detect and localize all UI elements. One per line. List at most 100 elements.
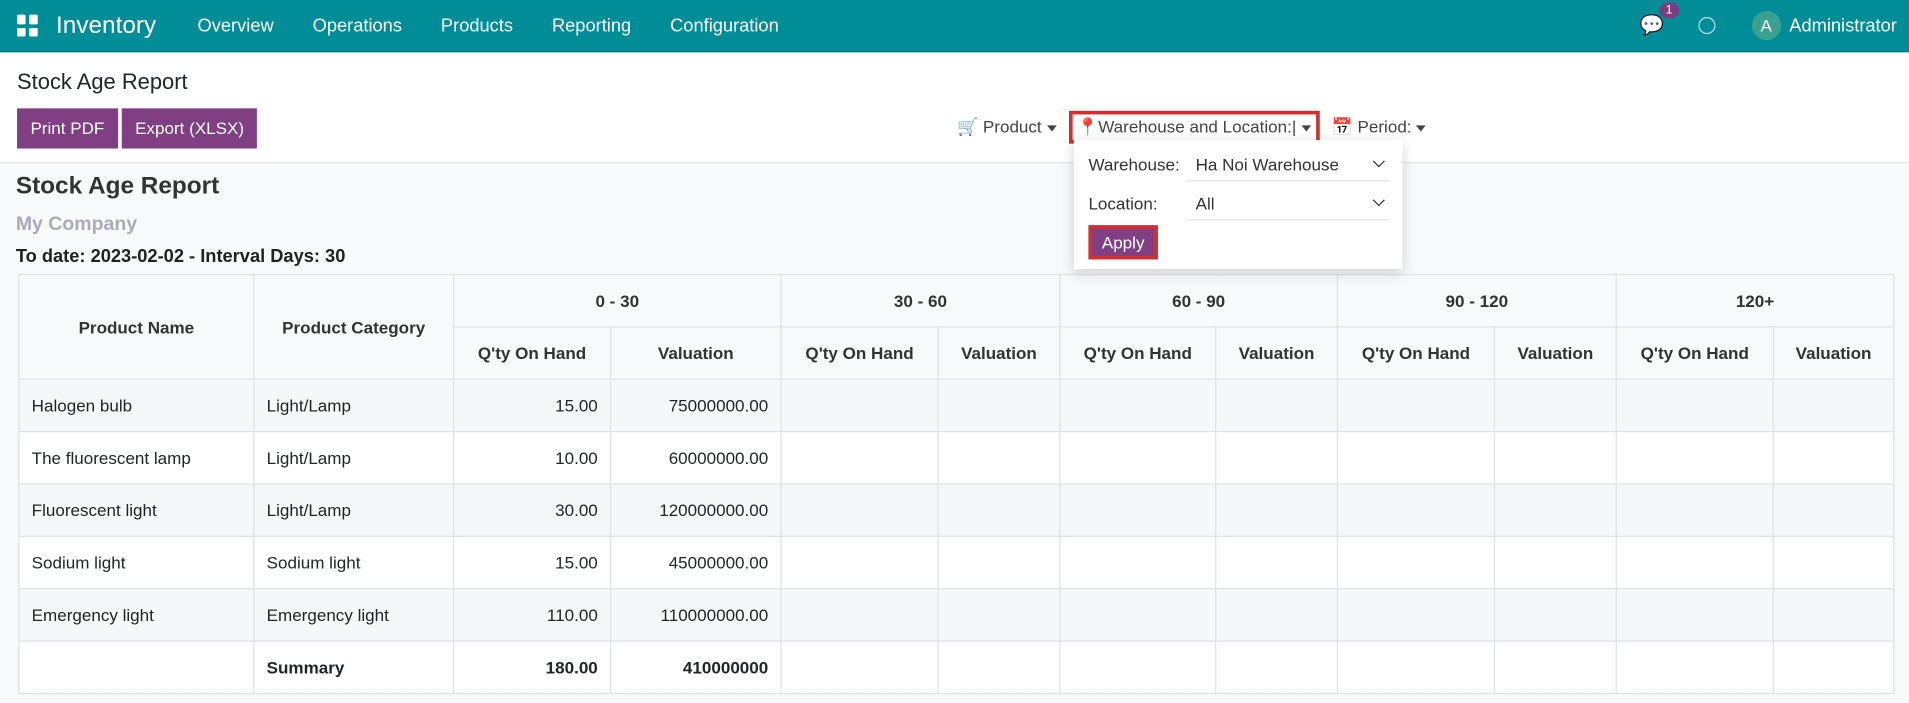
cell-empty [780, 378, 939, 433]
cell-empty [1059, 640, 1217, 694]
activity-clock-icon[interactable] [1697, 17, 1716, 35]
cell-empty [1215, 378, 1339, 433]
cell-empty [1772, 378, 1895, 433]
cell-valuation: 75000000.00 [609, 378, 782, 433]
warehouse-location-label: Warehouse and Location: [1098, 116, 1292, 137]
header-valuation: Valuation [1493, 326, 1617, 380]
cell-empty [1336, 535, 1496, 590]
cell-empty [1772, 588, 1895, 642]
cell-empty [1215, 483, 1339, 537]
warehouse-location-filter[interactable]: 📍Warehouse and Location:| [1068, 110, 1320, 144]
cell-empty [780, 588, 939, 642]
cell-empty [1059, 430, 1217, 485]
export-xlsx-button[interactable]: Export (XLSX) [121, 108, 258, 149]
cell-empty [1615, 378, 1774, 433]
app-name[interactable]: Inventory [56, 11, 157, 39]
cell-empty [1336, 640, 1496, 694]
cell-empty [1772, 430, 1895, 485]
location-value: All [1195, 193, 1215, 214]
cell-empty [1059, 535, 1217, 590]
header-qty: Q'ty On Hand [780, 326, 939, 380]
calendar-icon: 📅 [1331, 116, 1353, 137]
header-age-group: 30 - 60 [780, 273, 1061, 328]
table-row: Fluorescent light Light/Lamp 30.00 12000000… [18, 483, 1895, 537]
header-qty: Q'ty On Hand [1336, 326, 1496, 380]
header-valuation: Valuation [1772, 326, 1895, 380]
cell-empty [1493, 483, 1617, 537]
cell-empty [1059, 378, 1217, 433]
header-qty: Q'ty On Hand [1615, 326, 1774, 380]
cell-empty [1615, 430, 1774, 485]
cell-empty [937, 588, 1061, 642]
header-valuation: Valuation [609, 326, 782, 380]
product-filter-label: Product [982, 116, 1042, 137]
user-name[interactable]: Administrator [1789, 15, 1897, 36]
cell-qty: 15.00 [452, 535, 612, 590]
cell-empty [1772, 483, 1895, 537]
cell-empty [1493, 640, 1617, 694]
cell-empty [937, 483, 1061, 537]
report-subtitle: To date: 2023-02-02 - Interval Days: 30 [15, 245, 346, 267]
cell-empty [937, 378, 1061, 433]
cell-category: Emergency light [253, 588, 455, 642]
cell-empty [937, 640, 1061, 694]
report-title: Stock Age Report [15, 172, 220, 200]
cell-empty [1615, 588, 1774, 642]
warehouse-select[interactable]: Ha Noi Warehouse [1185, 147, 1391, 182]
cell-empty [937, 430, 1061, 485]
cell-valuation: 45000000.00 [609, 535, 782, 590]
period-filter[interactable]: 📅 Period: [1332, 117, 1427, 138]
cell-empty [1215, 535, 1339, 590]
cell-empty [1493, 535, 1617, 590]
breadcrumb-title: Stock Age Report [17, 69, 188, 94]
avatar[interactable]: A [1751, 10, 1781, 41]
cell-empty [1615, 483, 1774, 537]
cell-category: Light/Lamp [253, 378, 455, 433]
cell-product-name: Emergency light [18, 588, 255, 642]
cell-empty [1615, 640, 1774, 694]
cell-category: Light/Lamp [253, 430, 455, 485]
cell-qty: 10.00 [452, 430, 612, 485]
control-panel: Stock Age Report Print PDF Export (XLSX)… [0, 52, 1909, 164]
menu-configuration[interactable]: Configuration [670, 15, 779, 36]
summary-row: Summary 180.00 410000000 [18, 640, 1895, 694]
header-qty: Q'ty On Hand [1059, 326, 1217, 380]
header-age-group: 90 - 120 [1336, 273, 1617, 328]
summary-label: Summary [253, 640, 455, 694]
product-filter[interactable]: 🛒 Product [956, 116, 1057, 138]
cell-empty [1772, 535, 1895, 590]
period-label: Period: [1357, 116, 1412, 137]
cell-empty [780, 483, 939, 537]
cell-empty [780, 640, 939, 694]
cell-product-name: Sodium light [18, 535, 255, 590]
apply-button[interactable]: Apply [1088, 225, 1158, 260]
header-valuation: Valuation [1215, 326, 1339, 380]
cell-product-name: Fluorescent light [18, 483, 255, 537]
print-pdf-button[interactable]: Print PDF [17, 108, 118, 149]
cell-empty [1059, 483, 1217, 537]
cell-empty [1215, 588, 1339, 642]
cart-icon: 🛒 [956, 116, 979, 137]
cell-qty: 110.00 [452, 588, 612, 642]
cell-valuation: 110000000.00 [609, 588, 782, 642]
menu-reporting[interactable]: Reporting [551, 15, 632, 36]
menu-operations[interactable]: Operations [312, 15, 402, 36]
company-name: My Company [15, 214, 138, 235]
chat-icon[interactable]: 💬 1 [1640, 2, 1679, 37]
cell-empty [1336, 378, 1496, 433]
menu-overview[interactable]: Overview [197, 15, 274, 36]
header-age-group: 120+ [1615, 273, 1895, 328]
location-label: Location: [1088, 193, 1158, 214]
cell-qty: 30.00 [452, 483, 612, 537]
menu-products[interactable]: Products [440, 15, 514, 36]
cell-empty [1493, 430, 1617, 485]
apps-menu-icon[interactable] [17, 14, 39, 37]
summary-valuation: 410000000 [609, 640, 782, 694]
cell-empty [1336, 588, 1496, 642]
header-age-group: 0 - 30 [452, 273, 782, 328]
cell-category: Light/Lamp [253, 483, 455, 537]
location-select[interactable]: All [1185, 186, 1391, 221]
cell-empty [1772, 640, 1895, 694]
cell-category: Sodium light [253, 535, 455, 590]
header-age-group: 60 - 90 [1059, 273, 1339, 328]
